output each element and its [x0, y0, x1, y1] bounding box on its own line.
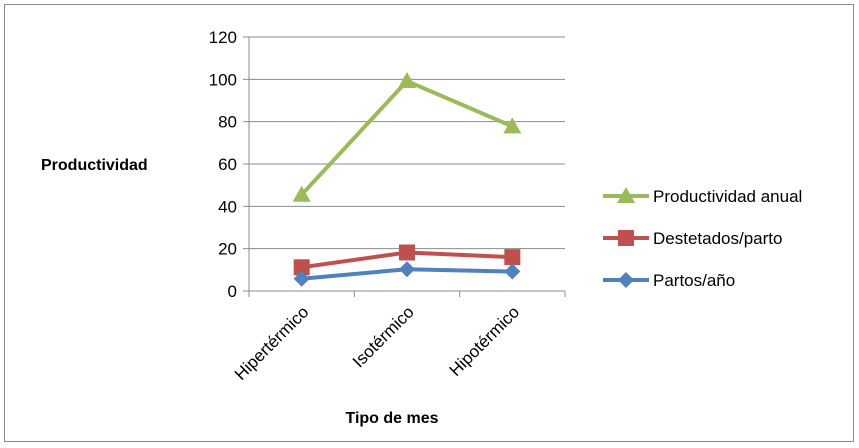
legend-label: Productividad anual — [653, 187, 802, 206]
data-point — [398, 72, 416, 89]
chart-frame — [4, 4, 854, 442]
legend-label: Destetados/parto — [653, 229, 782, 248]
data-point — [504, 249, 521, 266]
legend-marker — [618, 272, 634, 288]
data-point — [503, 117, 522, 134]
x-tick-label: Isotérmico — [349, 302, 418, 371]
data-point — [399, 261, 415, 278]
series-2 — [293, 261, 521, 287]
legend: Productividad anual Destetados/parto Parto… — [603, 187, 802, 290]
y-tick-label: 100 — [209, 70, 237, 89]
x-tick-labels: Hipertérmico Isotérmico Hipotérmico — [231, 302, 523, 384]
series-line — [300, 79, 514, 197]
legend-item: Destetados/parto — [603, 229, 782, 248]
series-0 — [292, 72, 522, 202]
x-axis-title: Tipo de mes — [345, 410, 438, 427]
legend-marker — [617, 187, 635, 203]
data-point — [504, 263, 521, 280]
y-tick-label: 0 — [228, 282, 237, 301]
series-lines — [292, 72, 522, 287]
x-tick-label: Hipertérmico — [231, 302, 313, 384]
data-point — [293, 259, 310, 276]
y-tick-label: 80 — [218, 113, 237, 132]
y-tick-label: 20 — [218, 240, 237, 259]
y-tick-labels: 0 20 40 60 80 100 120 — [209, 28, 237, 301]
series-1 — [293, 244, 521, 276]
y-tick-label: 60 — [218, 155, 237, 174]
y-tick-label: 120 — [209, 28, 237, 47]
legend-label: Partos/año — [653, 271, 735, 290]
legend-item: Productividad anual — [603, 187, 802, 206]
legend-marker — [618, 230, 634, 246]
data-point — [292, 185, 311, 202]
data-point — [399, 244, 415, 261]
data-point — [293, 270, 310, 287]
y-tick-label: 40 — [218, 197, 237, 216]
y-axis-title: Productividad — [41, 157, 148, 174]
legend-item: Partos/año — [603, 271, 735, 290]
x-tick-label: Hipotérmico — [446, 302, 524, 380]
